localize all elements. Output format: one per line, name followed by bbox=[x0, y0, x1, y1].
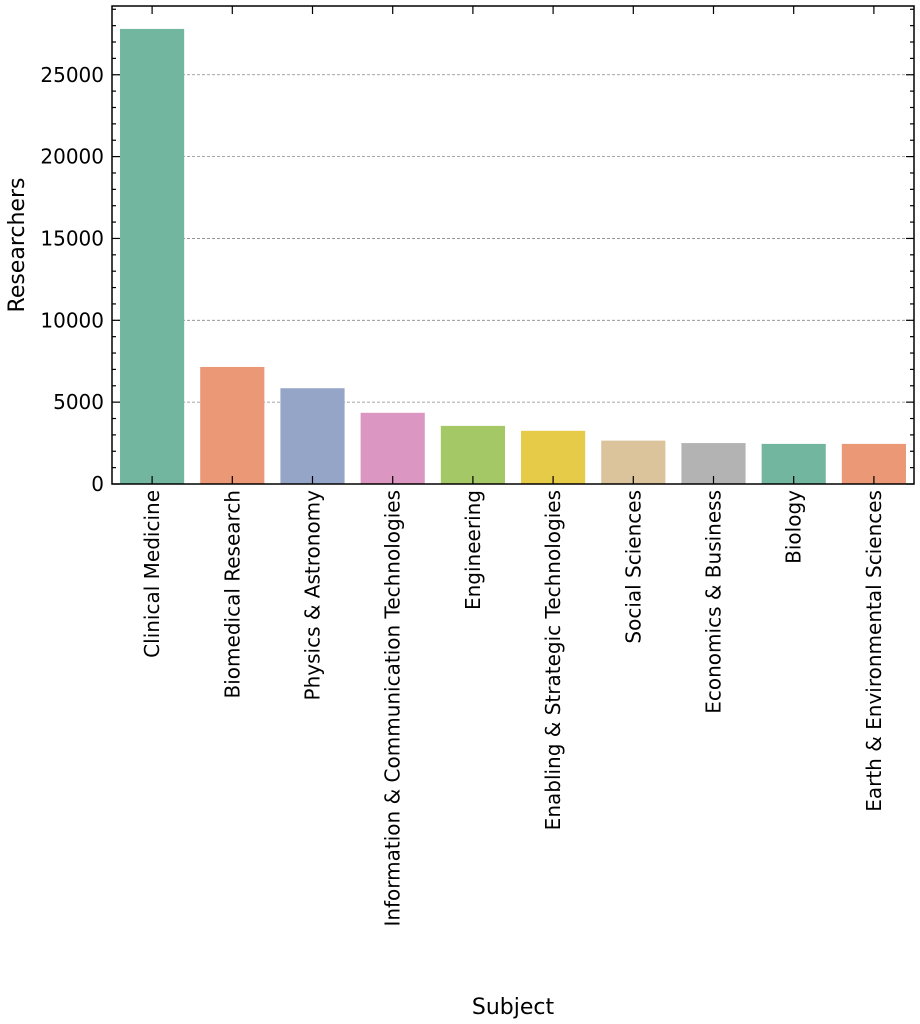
x-tick-label: Biomedical Research bbox=[220, 490, 244, 698]
bar bbox=[200, 366, 265, 484]
bar bbox=[120, 28, 185, 484]
y-tick-labels: 0 5000 10000 15000 20000 25000 bbox=[40, 63, 104, 496]
x-tick-label: Biology bbox=[782, 490, 806, 564]
y-axis-title: Researchers bbox=[5, 178, 30, 313]
x-tick-label: Earth & Environmental Sciences bbox=[862, 490, 886, 812]
y-tick-label: 10000 bbox=[40, 308, 104, 332]
bar bbox=[360, 412, 425, 484]
x-tick-labels: Clinical Medicine Biomedical Research Phys… bbox=[140, 490, 886, 927]
x-tick-label: Social Sciences bbox=[621, 490, 645, 644]
x-tick-label: Clinical Medicine bbox=[140, 490, 164, 658]
x-tick-label: Economics & Business bbox=[702, 490, 726, 714]
x-axis-title: Subject bbox=[472, 995, 555, 1020]
y-tick-label: 15000 bbox=[40, 226, 104, 250]
y-tick-label: 25000 bbox=[40, 63, 104, 87]
y-tick-label: 20000 bbox=[40, 145, 104, 169]
x-tick-label: Enabling & Strategic Technologies bbox=[541, 490, 565, 830]
plot-frame bbox=[111, 5, 915, 485]
x-tick-label: Information & Communication Technologies bbox=[381, 490, 405, 927]
bars bbox=[120, 28, 906, 484]
bar bbox=[280, 388, 345, 484]
y-tick-label: 0 bbox=[91, 472, 104, 496]
x-tick-label: Physics & Astronomy bbox=[301, 490, 325, 701]
x-tick-label: Engineering bbox=[461, 490, 485, 610]
bar bbox=[521, 430, 586, 484]
grid-lines bbox=[112, 74, 914, 403]
axis-ticks bbox=[112, 6, 914, 485]
bar bbox=[440, 425, 505, 484]
y-tick-label: 5000 bbox=[53, 390, 104, 414]
